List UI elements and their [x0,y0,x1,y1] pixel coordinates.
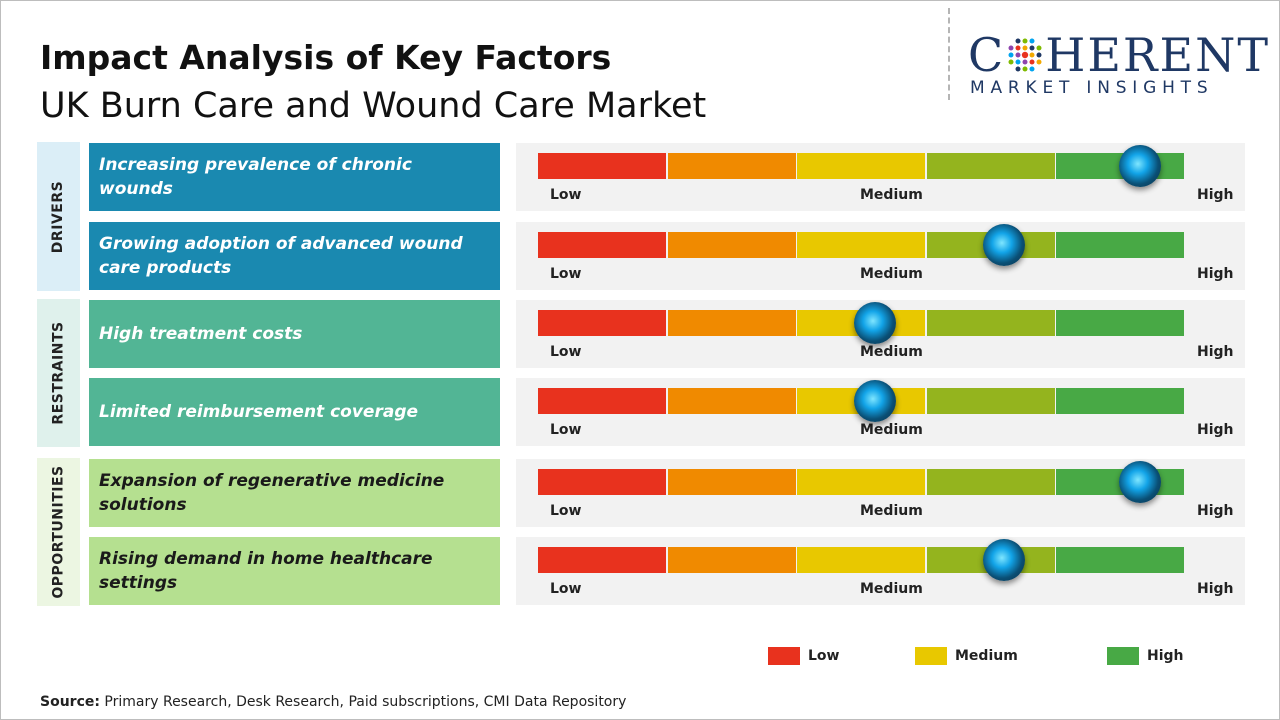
scale-segment [538,547,666,573]
category-label: OPPORTUNITIES [50,465,67,599]
scale-segment [538,469,666,495]
impact-scale: Low Medium High [516,378,1245,446]
scale-segment [797,469,925,495]
legend-label: High [1147,648,1184,664]
impact-scale: Low Medium High [516,222,1245,290]
logo-tagline: MARKET INSIGHTS [970,78,1214,98]
impact-marker [1119,461,1162,503]
impact-marker [1119,145,1162,187]
scale-label-medium: Medium [860,422,923,438]
category-restraints: RESTRAINTS [37,299,80,447]
scale-segment [926,388,1055,414]
scale-segment [797,547,925,573]
legend-item-high: High [1107,647,1184,665]
impact-marker [853,380,896,422]
impact-scale: Low Medium High [516,300,1245,368]
legend-label: Low [808,648,840,664]
factor-label: Increasing prevalence of chronic wounds [89,143,500,211]
scale-label-high: High [1197,581,1234,597]
impact-marker [983,224,1026,266]
category-opportunities: OPPORTUNITIES [37,458,80,606]
category-label: DRIVERS [50,180,67,253]
category-drivers: DRIVERS [37,142,80,291]
scale-label-low: Low [550,266,582,282]
source-note: Source: Primary Research, Desk Research,… [40,694,626,710]
scale-label-low: Low [550,503,582,519]
scale-segment [538,388,666,414]
logo-dots-icon [1008,38,1042,72]
scale-segment [538,232,666,258]
factor-label: Limited reimbursement coverage [89,378,500,446]
scale-segment [538,310,666,336]
scale-label-high: High [1197,266,1234,282]
scale-segment [1056,547,1184,573]
factor-label: High treatment costs [89,300,500,368]
impact-scale: Low Medium High [516,143,1245,211]
impact-scale: Low Medium High [516,537,1245,605]
scale-segment [667,232,796,258]
chart-title: Impact Analysis of Key Factors [40,38,612,77]
legend-item-low: Low [768,647,839,665]
impact-marker [983,539,1026,581]
impact-marker [853,302,896,344]
scale-label-medium: Medium [860,344,923,360]
scale-segment [1056,310,1184,336]
scale-segment [797,232,925,258]
scale-label-high: High [1197,503,1234,519]
scale-segment [926,469,1055,495]
source-label: Source: [40,694,100,710]
legend-swatch [1107,647,1139,665]
scale-segment [667,388,796,414]
scale-label-medium: Medium [860,503,923,519]
scale-segment [667,547,796,573]
logo-letter-c: C [968,28,1006,82]
scale-label-medium: Medium [860,581,923,597]
scale-segment [1056,232,1184,258]
scale-label-low: Low [550,187,582,203]
scale-label-low: Low [550,581,582,597]
scale-label-medium: Medium [860,266,923,282]
scale-segment [667,310,796,336]
logo-letters: HERENT [1045,28,1271,82]
scale-segment [538,153,666,179]
scale-segment [667,153,796,179]
company-logo: C HERENT [968,28,1268,82]
category-label: RESTRAINTS [50,321,67,425]
source-text: Primary Research, Desk Research, Paid su… [104,694,627,710]
scale-label-medium: Medium [860,187,923,203]
scale-label-high: High [1197,422,1234,438]
factor-label: Expansion of regenerative medicine solut… [89,459,500,527]
scale-label-low: Low [550,422,582,438]
legend-swatch [768,647,800,665]
scale-segment [926,310,1055,336]
legend-item-medium: Medium [915,647,1018,665]
scale-label-high: High [1197,187,1234,203]
scale-label-low: Low [550,344,582,360]
scale-segment [667,469,796,495]
factor-label: Growing adoption of advanced wound care … [89,222,500,290]
scale-label-high: High [1197,344,1234,360]
scale-segment [797,153,925,179]
impact-scale: Low Medium High [516,459,1245,527]
header-divider [948,8,950,100]
scale-segment [1056,388,1184,414]
factor-label: Rising demand in home healthcare setting… [89,537,500,605]
legend-swatch [915,647,947,665]
scale-segment [926,153,1055,179]
legend-label: Medium [955,648,1018,664]
chart-subtitle: UK Burn Care and Wound Care Market [40,86,707,126]
